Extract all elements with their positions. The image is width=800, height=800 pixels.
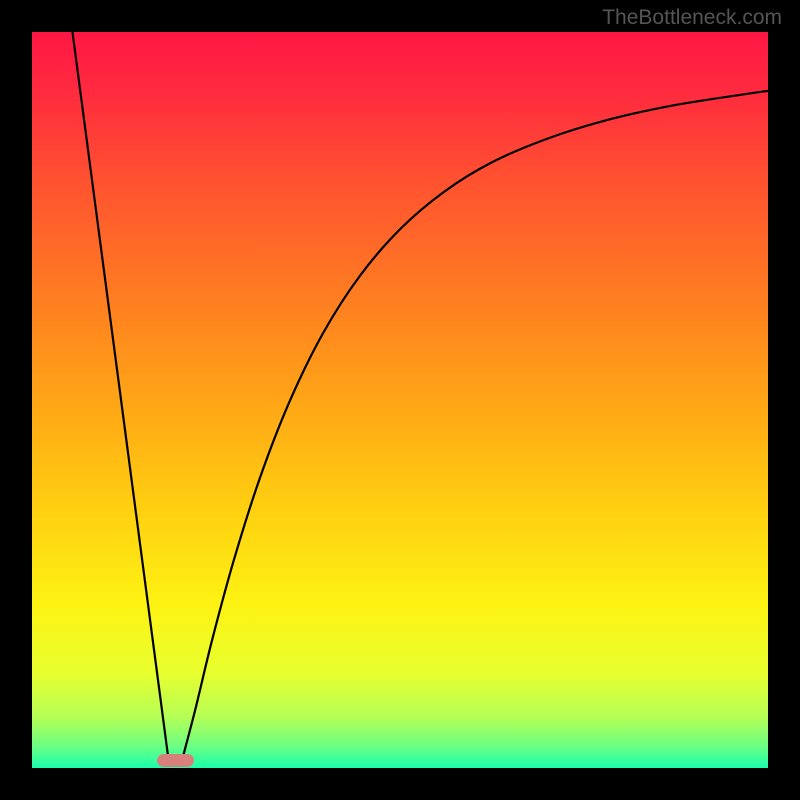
series-left-descent [72, 32, 168, 757]
curve-layer [32, 32, 768, 768]
watermark-text: TheBottleneck.com [602, 6, 782, 30]
plot-area [32, 32, 768, 768]
series-right-ascent [183, 91, 768, 757]
minimum-marker [157, 754, 194, 767]
